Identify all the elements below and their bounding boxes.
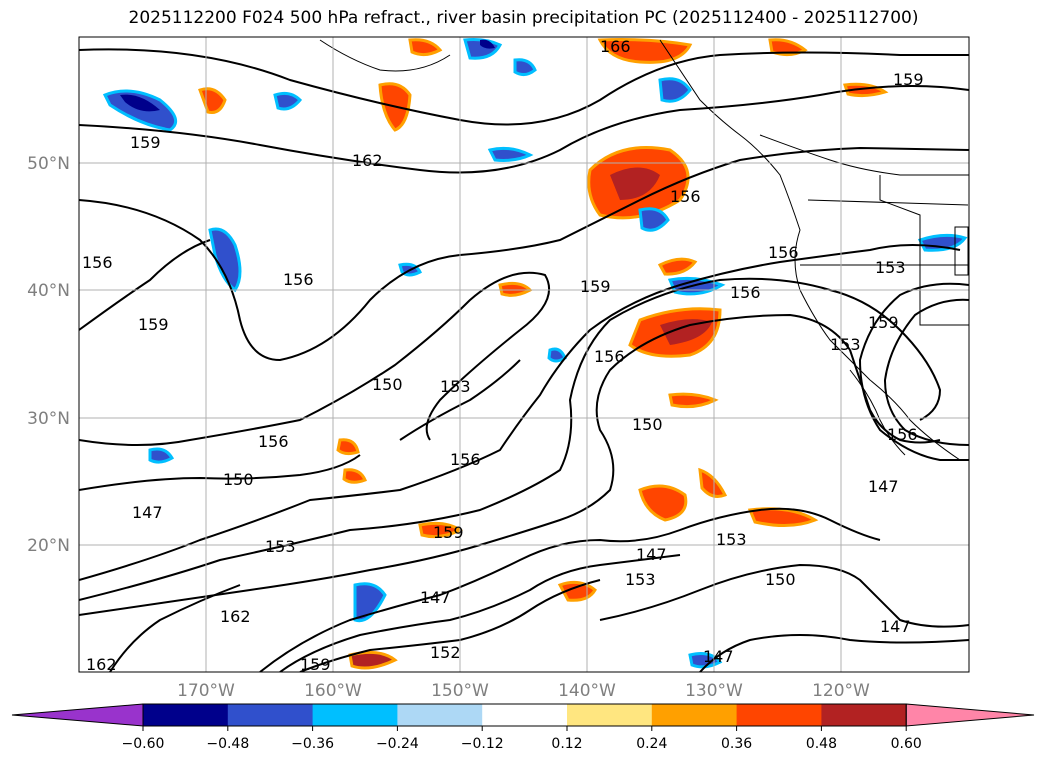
lon-label: 120°W <box>812 681 870 701</box>
contour-label: 162 <box>352 151 383 170</box>
lon-label: 150°W <box>431 681 489 701</box>
lat-label: 50°N <box>27 154 70 174</box>
colorbar-segment <box>397 704 483 726</box>
colorbar-extend-low <box>11 703 144 727</box>
lon-label: 170°W <box>177 681 235 701</box>
contour-label: 147 <box>880 617 911 636</box>
contour-label: 166 <box>600 37 631 56</box>
colorbar-tick-label: 0.60 <box>891 736 922 752</box>
colorbar-outline <box>142 703 907 727</box>
colorbar-extend-high <box>905 703 1035 727</box>
colorbar-tick-label: 0.12 <box>551 736 582 752</box>
lon-label: 160°W <box>304 681 362 701</box>
contour-label: 156 <box>887 425 918 444</box>
map-title: 2025112200 F024 500 hPa refract., river … <box>128 8 919 28</box>
contour-label: 156 <box>258 432 289 451</box>
contour-label: 150 <box>632 415 663 434</box>
contour-label: 159 <box>138 315 169 334</box>
colorbar: −0.60 −0.48 −0.36 −0.24 −0.12 0.12 0.24 0.36 0.4… <box>11 703 1035 752</box>
graticule <box>79 37 969 672</box>
contour-label: 153 <box>265 537 296 556</box>
colorbar-tick-label: 0.48 <box>806 736 837 752</box>
contour-label: 153 <box>875 258 906 277</box>
latitude-labels: 50°N 40°N 30°N 20°N <box>27 154 70 556</box>
colorbar-segment <box>143 704 229 726</box>
contour-label: 153 <box>716 530 747 549</box>
lon-label: 130°W <box>685 681 743 701</box>
contour-label: 153 <box>830 335 861 354</box>
colorbar-tick-label: 0.24 <box>636 736 667 752</box>
colorbar-tick-label: −0.48 <box>206 736 249 752</box>
contour-label: 159 <box>893 70 924 89</box>
contour-label: 153 <box>625 570 656 589</box>
contour-label: 147 <box>132 503 163 522</box>
contour-label: 156 <box>594 347 625 366</box>
lat-label: 30°N <box>27 409 70 429</box>
colorbar-segment <box>312 704 398 726</box>
contour-label: 150 <box>765 570 796 589</box>
lon-label: 140°W <box>558 681 616 701</box>
contour-label: 162 <box>220 607 251 626</box>
contour-label: 156 <box>82 253 113 272</box>
contour-label: 156 <box>283 270 314 289</box>
contour-label: 159 <box>580 277 611 296</box>
geopotential-contours <box>79 48 969 672</box>
contour-label: 159 <box>868 313 899 332</box>
contour-label: 156 <box>450 450 481 469</box>
colorbar-tick-label: −0.60 <box>122 736 165 752</box>
colorbar-segment <box>567 704 653 726</box>
contour-label: 152 <box>430 643 461 662</box>
lat-label: 20°N <box>27 536 70 556</box>
colorbar-tick-label: 0.36 <box>721 736 752 752</box>
map-frame <box>78 36 970 673</box>
contour-label: 156 <box>730 283 761 302</box>
contour-label: 162 <box>86 655 117 674</box>
colorbar-segment <box>821 704 907 726</box>
contour-label: 147 <box>868 477 899 496</box>
contour-label: 147 <box>703 647 734 666</box>
colorbar-tick-label: −0.36 <box>291 736 334 752</box>
contour-label: 159 <box>433 523 464 542</box>
colorbar-tick-label: −0.24 <box>376 736 419 752</box>
colorbar-segment <box>651 704 738 726</box>
longitude-labels: 170°W 160°W 150°W 140°W 130°W 120°W <box>177 681 870 701</box>
lat-label: 40°N <box>27 281 70 301</box>
contour-label-group: 166 159 159 162 156 156 159 156 159 156 … <box>82 37 924 674</box>
contour-label: 150 <box>372 375 403 394</box>
contour-label: 156 <box>670 187 701 206</box>
contour-label: 153 <box>440 377 471 396</box>
colorbar-tick-label: −0.12 <box>461 736 504 752</box>
contour-label: 147 <box>636 545 667 564</box>
colorbar-segment <box>227 704 314 726</box>
contour-label: 156 <box>768 243 799 262</box>
contour-label: 159 <box>130 133 161 152</box>
colorbar-segment <box>736 704 822 726</box>
colorbar-segment <box>482 704 568 726</box>
contour-label: 159 <box>300 655 331 674</box>
contour-label: 150 <box>223 470 254 489</box>
contour-label: 147 <box>420 588 451 607</box>
